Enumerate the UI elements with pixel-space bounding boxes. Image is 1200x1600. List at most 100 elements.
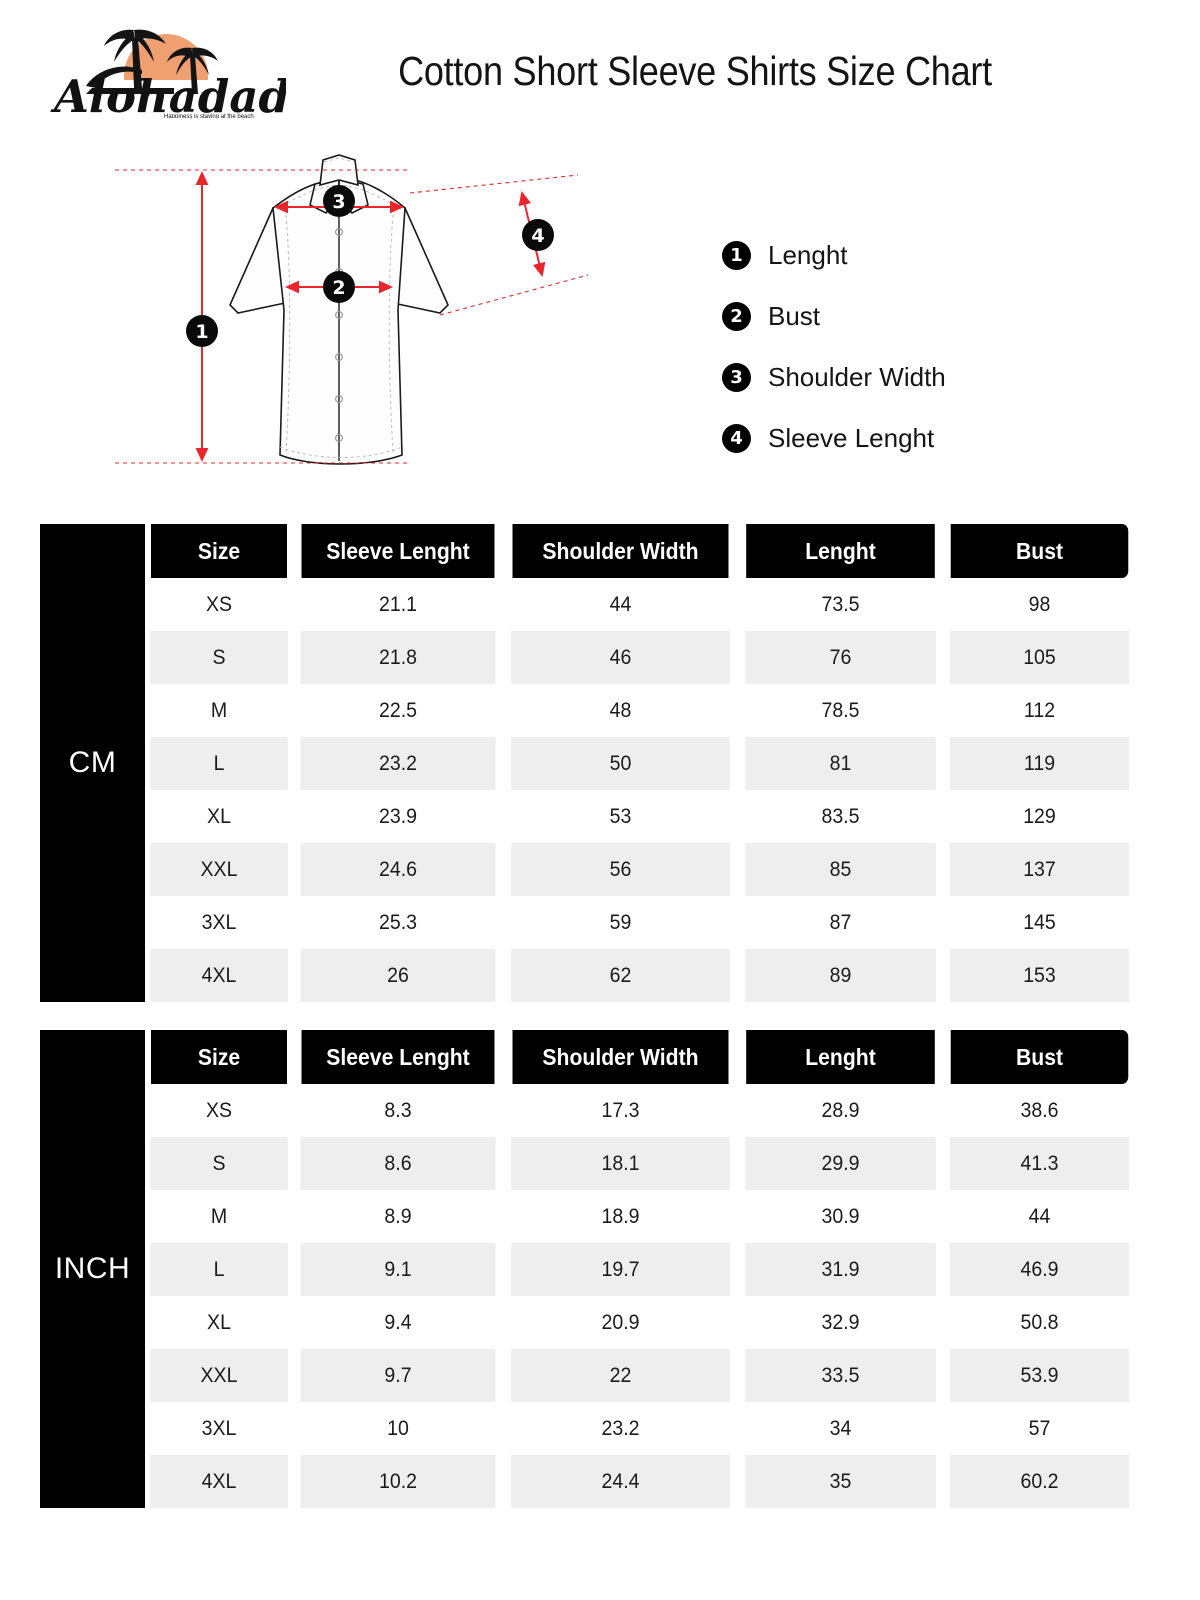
alohadaddy-logo-graphic: Alohadaddy Happiness is staying at the b… [50, 29, 286, 118]
legend-label-length: Lenght [768, 240, 848, 270]
cell-bust: 145 [949, 896, 1130, 949]
shirt-diagram-svg: 1 2 3 4 [115, 154, 589, 465]
cell-size: S [150, 1137, 288, 1190]
svg-text:4: 4 [531, 225, 544, 247]
cell-shoulder-width: 24.4 [511, 1455, 730, 1508]
palm-tree-icon-2 [167, 47, 218, 94]
cell-size: L [150, 737, 288, 790]
cell-bust: 57 [949, 1402, 1130, 1455]
cell-sleeve-length: 25.3 [300, 896, 496, 949]
table-row: M 22.5 48 78.5 112 [145, 684, 1136, 737]
table-row: XS 8.3 17.3 28.9 38.6 [145, 1084, 1136, 1137]
table-row: XL 23.9 53 83.5 129 [145, 790, 1136, 843]
cell-shoulder-width: 19.7 [511, 1243, 730, 1296]
svg-text:2: 2 [332, 277, 345, 299]
marker-3 [323, 185, 355, 217]
cell-shoulder-width: 48 [511, 684, 730, 737]
cell-sleeve-length: 10 [300, 1402, 496, 1455]
cell-size: XS [150, 578, 288, 631]
cm-table-head: Size Sleeve Lenght Shoulder Width Lenght… [145, 524, 1136, 578]
measurement-legend: 1 Lenght 2 Bust 3 Shoulder Width 4 Sleev… [722, 225, 1062, 469]
cell-size: M [150, 1190, 288, 1243]
page-header: Alohadaddy Happiness is staying at the b… [0, 0, 1200, 130]
cell-shoulder-width: 59 [511, 896, 730, 949]
cell-bust: 98 [949, 578, 1130, 631]
cell-bust: 153 [949, 949, 1130, 1002]
size-table-inch: INCH Size Sleeve Lenght Shoulder Width L… [40, 1030, 1136, 1508]
cell-length: 89 [745, 949, 936, 1002]
shirt-buttons [335, 227, 344, 443]
col-header-length: Lenght [746, 524, 935, 578]
col-header-sleeve-length: Sleeve Lenght [301, 1030, 495, 1084]
cell-shoulder-width: 18.1 [511, 1137, 730, 1190]
cell-shoulder-width: 22 [511, 1349, 730, 1402]
cell-length: 85 [745, 843, 936, 896]
legend-item-sleeve-length: 4 Sleeve Lenght [722, 408, 1062, 469]
shirt-measurement-diagram: 1 2 3 4 [110, 135, 630, 505]
inch-measurements-table: Size Sleeve Lenght Shoulder Width Lenght… [145, 1030, 1136, 1508]
cell-length: 78.5 [745, 684, 936, 737]
cell-shoulder-width: 17.3 [511, 1084, 730, 1137]
cell-size: XXL [150, 843, 288, 896]
legend-badge-3: 3 [722, 363, 751, 392]
cell-size: 4XL [150, 949, 288, 1002]
col-header-shoulder-width: Shoulder Width [512, 524, 729, 578]
table-row: XL 9.4 20.9 32.9 50.8 [145, 1296, 1136, 1349]
inch-table-head: Size Sleeve Lenght Shoulder Width Lenght… [145, 1030, 1136, 1084]
inch-header-row: Size Sleeve Lenght Shoulder Width Lenght… [145, 1030, 1136, 1084]
cell-length: 34 [745, 1402, 936, 1455]
col-header-length: Lenght [746, 1030, 935, 1084]
cm-measurements-table: Size Sleeve Lenght Shoulder Width Lenght… [145, 524, 1136, 1002]
cell-length: 31.9 [745, 1243, 936, 1296]
table-row: L 9.1 19.7 31.9 46.9 [145, 1243, 1136, 1296]
unit-label-cm: CM [40, 524, 145, 1002]
cell-bust: 41.3 [949, 1137, 1130, 1190]
cell-sleeve-length: 8.3 [300, 1084, 496, 1137]
legend-badge-2: 2 [722, 302, 751, 331]
cell-bust: 46.9 [949, 1243, 1130, 1296]
marker-2 [323, 271, 355, 303]
cell-bust: 53.9 [949, 1349, 1130, 1402]
page-title: Cotton Short Sleeve Shirts Size Chart [398, 48, 992, 94]
cell-size: 4XL [150, 1455, 288, 1508]
cell-length: 33.5 [745, 1349, 936, 1402]
table-row: XXL 9.7 22 33.5 53.9 [145, 1349, 1136, 1402]
cell-length: 29.9 [745, 1137, 936, 1190]
table-row: M 8.9 18.9 30.9 44 [145, 1190, 1136, 1243]
table-row: 4XL 26 62 89 153 [145, 949, 1136, 1002]
cell-bust: 137 [949, 843, 1130, 896]
palm-tree-icon [104, 29, 166, 88]
cell-shoulder-width: 20.9 [511, 1296, 730, 1349]
cell-shoulder-width: 50 [511, 737, 730, 790]
col-header-size: Size [150, 1030, 288, 1084]
col-header-sleeve-length: Sleeve Lenght [301, 524, 495, 578]
cell-sleeve-length: 10.2 [300, 1455, 496, 1508]
legend-badge-1: 1 [722, 241, 751, 270]
cell-bust: 112 [949, 684, 1130, 737]
legend-label-bust: Bust [768, 301, 821, 331]
col-header-bust: Bust [950, 524, 1129, 578]
cell-bust: 119 [949, 737, 1130, 790]
cell-size: 3XL [150, 896, 288, 949]
cell-shoulder-width: 56 [511, 843, 730, 896]
cell-sleeve-length: 23.2 [300, 737, 496, 790]
unit-label-inch: INCH [40, 1030, 145, 1508]
cell-sleeve-length: 22.5 [300, 684, 496, 737]
cell-bust: 38.6 [949, 1084, 1130, 1137]
cell-size: S [150, 631, 288, 684]
table-row: 4XL 10.2 24.4 35 60.2 [145, 1455, 1136, 1508]
brand-wordmark: Alohadaddy [50, 70, 286, 118]
cell-shoulder-width: 46 [511, 631, 730, 684]
marker-4 [522, 219, 554, 251]
cell-sleeve-length: 8.9 [300, 1190, 496, 1243]
marker-1 [186, 315, 218, 347]
cell-length: 73.5 [745, 578, 936, 631]
table-row: 3XL 25.3 59 87 145 [145, 896, 1136, 949]
cell-length: 30.9 [745, 1190, 936, 1243]
inch-table-body: XS 8.3 17.3 28.9 38.6 S 8.6 18.1 29.9 41.3 M 8.9 18.… [145, 1084, 1136, 1508]
cell-size: M [150, 684, 288, 737]
cell-sleeve-length: 9.4 [300, 1296, 496, 1349]
cell-sleeve-length: 21.1 [300, 578, 496, 631]
cell-length: 76 [745, 631, 936, 684]
cell-bust: 50.8 [949, 1296, 1130, 1349]
